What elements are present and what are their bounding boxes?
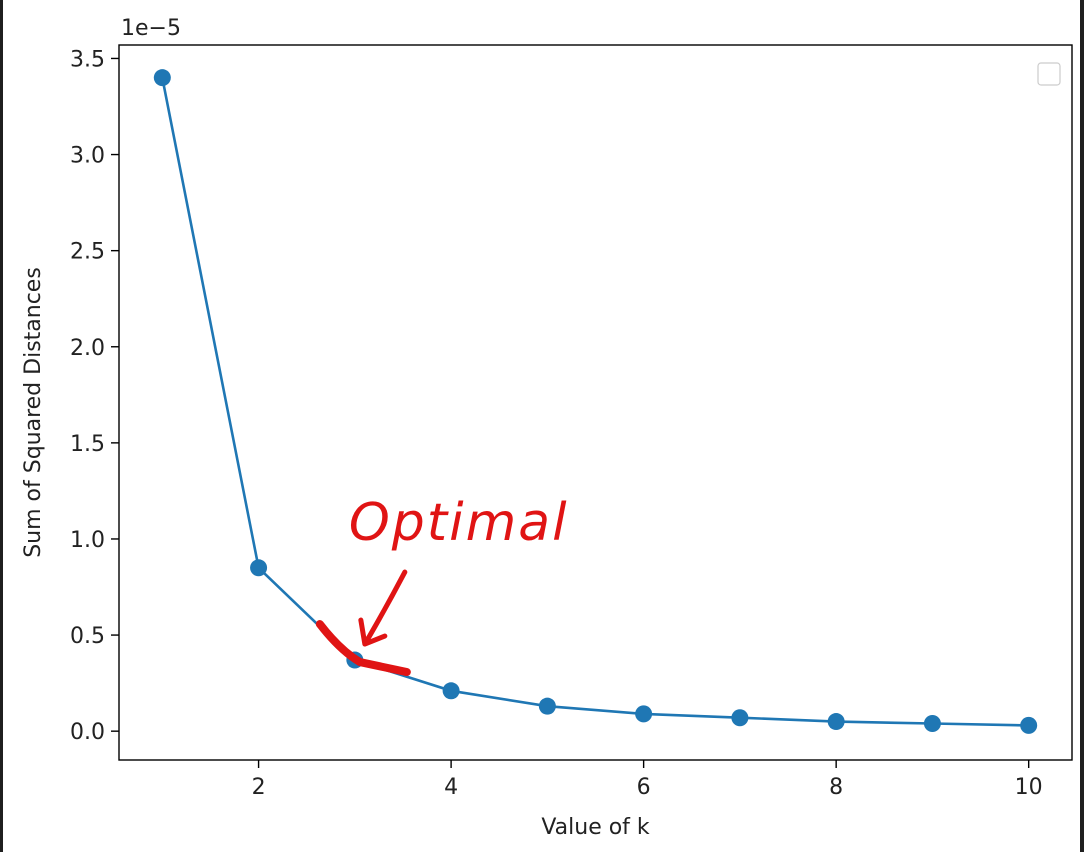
x-tick-label: 10 [1015, 775, 1043, 800]
window-border-left [0, 0, 3, 852]
x-tick-label: 4 [444, 775, 458, 800]
x-tick-label: 8 [829, 775, 843, 800]
y-tick-label: 0.0 [70, 720, 105, 745]
annotation-label: Optimal [349, 493, 569, 553]
series-points [153, 69, 1038, 734]
y-tick-label: 2.5 [70, 240, 105, 265]
y-tick-label: 3.5 [70, 47, 105, 72]
data-point [1020, 716, 1038, 734]
y-axis-title: Sum of Squared Distances [21, 267, 46, 558]
y-tick-label: 1.0 [70, 528, 105, 553]
x-tick-label: 6 [637, 775, 651, 800]
x-axis-title: Value of k [541, 815, 650, 840]
data-point [827, 713, 845, 731]
data-point [635, 705, 653, 723]
data-point [153, 69, 171, 87]
y-tick-label: 1.5 [70, 432, 105, 457]
annotation: Optimal [315, 493, 569, 677]
data-point [923, 714, 941, 732]
data-point [538, 697, 556, 715]
x-tick-label: 2 [252, 775, 266, 800]
y-tick-label: 3.0 [70, 144, 105, 169]
y-axis-scale-label: 1e−5 [121, 16, 181, 41]
annotation-highlight [315, 620, 411, 677]
y-tick-label: 0.5 [70, 624, 105, 649]
window-border-right [1080, 0, 1084, 852]
data-point [250, 559, 268, 577]
data-point [442, 682, 460, 700]
data-point [731, 709, 749, 727]
x-axis-ticks: 2 4 6 8 10 [252, 760, 1043, 800]
plot-area [118, 44, 1073, 761]
y-axis-ticks: 0.0 0.5 1.0 1.5 2.0 2.5 3.0 3.5 [70, 47, 119, 745]
annotation-arrow [358, 569, 408, 647]
y-tick-label: 2.0 [70, 336, 105, 361]
series-line [161, 77, 1029, 727]
legend [1037, 62, 1061, 86]
